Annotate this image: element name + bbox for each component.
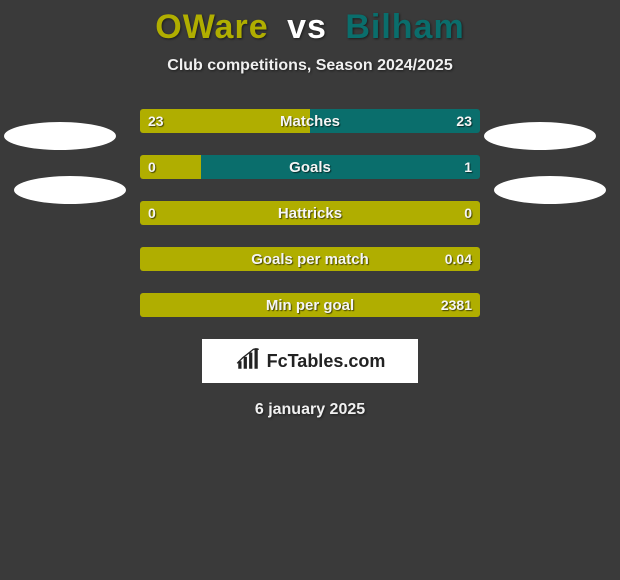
decorative-ellipse xyxy=(14,176,126,204)
stat-value-left: 0 xyxy=(148,201,156,225)
stat-row: Goals per match0.04 xyxy=(140,247,480,271)
stat-row: Goals0 1 xyxy=(140,155,480,179)
subtitle: Club competitions, Season 2024/2025 xyxy=(0,57,620,75)
decorative-ellipse xyxy=(484,122,596,150)
stat-label: Min per goal xyxy=(140,293,480,317)
decorative-ellipse xyxy=(494,176,606,204)
stat-value-left: 0 xyxy=(148,155,156,179)
stat-value-right: 1 xyxy=(464,155,472,179)
bar-chart-icon xyxy=(235,346,261,377)
main-container: OWare vs Bilham Club competitions, Seaso… xyxy=(0,0,620,419)
stat-row: Matches23 23 xyxy=(140,109,480,133)
stat-value-right: 0.04 xyxy=(445,247,472,271)
vs-text: vs xyxy=(287,8,327,46)
stat-row: Hattricks0 0 xyxy=(140,201,480,225)
stat-row: Min per goal2381 xyxy=(140,293,480,317)
stat-label: Goals xyxy=(140,155,480,179)
page-title: OWare vs Bilham xyxy=(0,8,620,47)
stat-value-left: 23 xyxy=(148,109,164,133)
player-left-name: OWare xyxy=(155,8,268,46)
stat-label: Matches xyxy=(140,109,480,133)
date-text: 6 january 2025 xyxy=(0,401,620,419)
stat-value-right: 23 xyxy=(456,109,472,133)
logo-box[interactable]: FcTables.com xyxy=(202,339,418,383)
stat-label: Goals per match xyxy=(140,247,480,271)
stat-value-right: 2381 xyxy=(441,293,472,317)
stat-label: Hattricks xyxy=(140,201,480,225)
stat-value-right: 0 xyxy=(464,201,472,225)
logo-text: FcTables.com xyxy=(267,351,386,372)
decorative-ellipse xyxy=(4,122,116,150)
player-right-name: Bilham xyxy=(345,8,464,46)
